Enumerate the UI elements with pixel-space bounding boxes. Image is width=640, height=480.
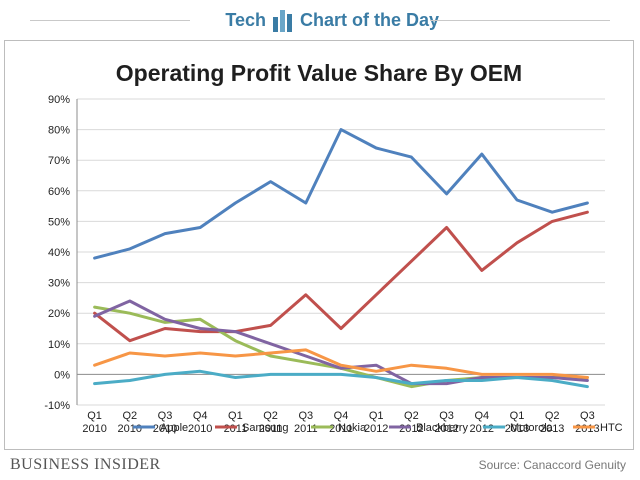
x-tick-label: Q4 <box>193 410 208 422</box>
legend: Apple Samsung Nokia Blackberry Motorola HTC <box>133 422 623 434</box>
x-tick-label: Q1 <box>228 410 243 422</box>
header-rule-left <box>30 20 190 21</box>
source-note: Source: Canaccord Genuity <box>478 458 626 472</box>
x-tick-label: Q1 <box>369 410 384 422</box>
y-tick-label: 40% <box>48 247 70 259</box>
x-tick-label: Q4 <box>334 410 349 422</box>
y-tick-label: 80% <box>48 125 70 137</box>
x-tick-label: 2011 <box>259 423 283 435</box>
bar-chart-icon <box>273 10 292 32</box>
y-tick-label: -10% <box>44 400 70 412</box>
x-tick-label: Q4 <box>474 410 489 422</box>
x-tick-label: 2011 <box>294 423 318 435</box>
legend-label-motorola: Motorola <box>510 422 554 434</box>
y-tick-label: 90% <box>48 94 70 106</box>
series-line-htc <box>93 348 589 379</box>
header-rule-right <box>430 20 610 21</box>
series-line-apple <box>93 128 589 260</box>
x-tick-label: 2013 <box>505 423 529 435</box>
x-tick-label: 2012 <box>434 423 458 435</box>
y-tick-label: 70% <box>48 155 70 167</box>
legend-label-samsung: Samsung <box>242 422 288 434</box>
x-tick-label: 2010 <box>188 423 212 435</box>
y-tick-label: 50% <box>48 216 70 228</box>
series-layer <box>93 128 589 389</box>
legend-label-apple: Apple <box>160 422 188 434</box>
x-tick-label: 2012 <box>470 423 494 435</box>
x-tick-label: 2010 <box>118 423 142 435</box>
x-tick-label: Q1 <box>510 410 525 422</box>
axis-layer: -10%0%10%20%30%40%50%60%70%80%90%Q12010Q… <box>44 94 599 435</box>
legend-label-nokia: Nokia <box>338 422 367 434</box>
y-tick-label: 60% <box>48 186 70 198</box>
x-tick-label: 2011 <box>329 423 353 435</box>
x-tick-label: Q2 <box>404 410 419 422</box>
x-tick-label: 2010 <box>82 423 106 435</box>
x-tick-label: Q3 <box>158 410 173 422</box>
x-tick-label: 2010 <box>153 423 177 435</box>
series-line-samsung <box>93 210 589 343</box>
x-tick-label: 2012 <box>364 423 388 435</box>
grid-layer <box>77 98 605 406</box>
x-tick-label: Q2 <box>545 410 560 422</box>
header-series-label: Chart of the Day <box>300 10 440 30</box>
series-line-motorola <box>93 369 589 389</box>
x-tick-label: Q1 <box>87 410 102 422</box>
x-tick-label: Q2 <box>122 410 137 422</box>
y-tick-label: 0% <box>54 369 70 381</box>
publisher-brand: BUSINESS INSIDER <box>10 456 161 473</box>
y-tick-label: 20% <box>48 308 70 320</box>
line-chart: Operating Profit Value Share By OEM -10%… <box>44 60 623 435</box>
x-tick-label: 2013 <box>575 423 599 435</box>
chart-header: Tech Chart of the Day <box>0 0 640 38</box>
x-tick-label: Q3 <box>580 410 595 422</box>
x-tick-label: Q2 <box>263 410 278 422</box>
y-tick-label: 10% <box>48 339 70 351</box>
x-tick-label: 2013 <box>540 423 564 435</box>
legend-label-blackberry: Blackberry <box>416 422 468 434</box>
chart-panel: Operating Profit Value Share By OEM -10%… <box>4 40 634 450</box>
x-tick-label: Q3 <box>439 410 454 422</box>
legend-label-htc: HTC <box>600 422 623 434</box>
header-section-label: Tech <box>225 10 266 30</box>
y-tick-label: 30% <box>48 278 70 290</box>
x-tick-label: Q3 <box>298 410 313 422</box>
chart-title: Operating Profit Value Share By OEM <box>116 60 522 86</box>
